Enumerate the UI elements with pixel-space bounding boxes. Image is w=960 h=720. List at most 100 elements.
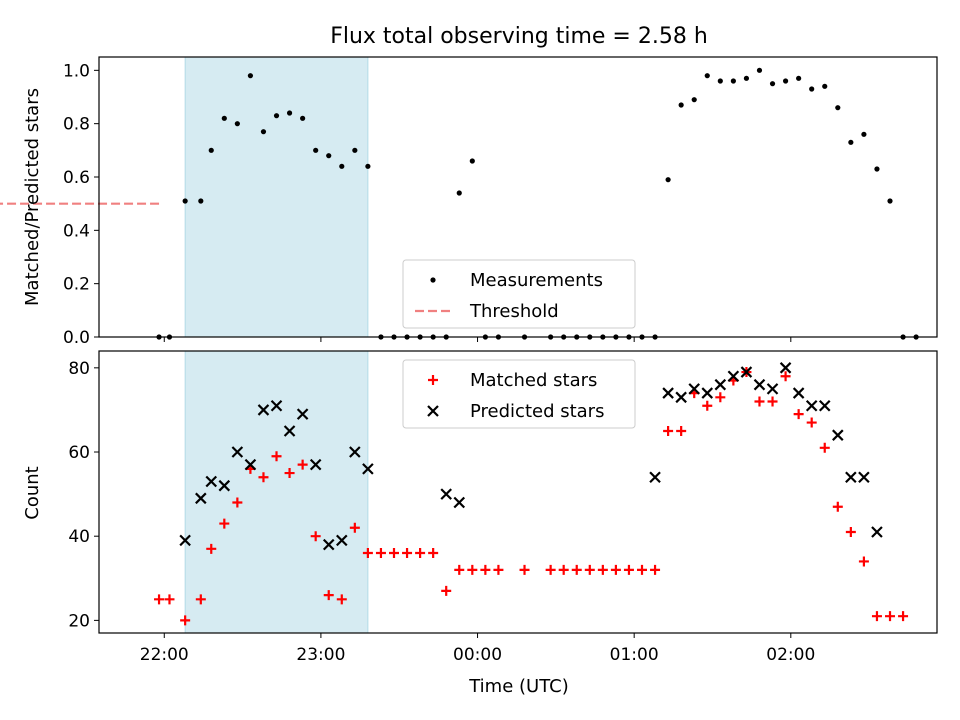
data-point-predicted bbox=[257, 404, 270, 416]
data-point-matched bbox=[297, 459, 308, 470]
data-point bbox=[286, 110, 293, 116]
data-point-predicted bbox=[701, 387, 714, 399]
data-point-matched bbox=[650, 564, 661, 575]
data-point bbox=[665, 177, 671, 183]
legend: Measurements Threshold bbox=[402, 259, 636, 329]
y-tick-label: 60 bbox=[68, 443, 90, 463]
data-point-predicted bbox=[792, 387, 805, 399]
data-point bbox=[822, 83, 828, 89]
legend: Matched stars Predicted stars bbox=[402, 359, 636, 429]
data-point bbox=[221, 115, 227, 121]
data-point-matched bbox=[164, 594, 175, 605]
data-point bbox=[326, 153, 332, 159]
data-point bbox=[717, 78, 723, 84]
shaded-interval bbox=[184, 56, 369, 338]
data-point bbox=[339, 163, 345, 169]
y-axis-label-top: Matched/Predicted stars bbox=[22, 88, 43, 306]
data-point-predicted bbox=[727, 370, 740, 383]
panel-counts: 20 40 60 80 22:00 23:00 00:00 01:00 02:00 Matched… bbox=[68, 350, 938, 665]
data-point-matched bbox=[571, 564, 582, 575]
data-point-matched bbox=[623, 564, 634, 575]
data-point-matched bbox=[871, 611, 882, 622]
data-point bbox=[835, 105, 841, 111]
data-point-matched bbox=[702, 400, 713, 411]
axes-frame bbox=[98, 350, 938, 634]
data-point-matched bbox=[388, 548, 399, 559]
data-point-matched bbox=[219, 518, 230, 529]
data-point-matched bbox=[180, 615, 191, 626]
data-point-matched bbox=[637, 564, 648, 575]
y-tick-label: 40 bbox=[68, 527, 90, 547]
chart-title: Flux total observing time = 2.58 h bbox=[330, 24, 708, 49]
data-point-matched bbox=[467, 564, 478, 575]
data-point-predicted bbox=[336, 534, 348, 547]
data-point-predicted bbox=[179, 534, 191, 547]
data-point bbox=[208, 147, 214, 153]
data-point bbox=[247, 73, 254, 79]
data-point-matched bbox=[754, 396, 765, 407]
data-point-predicted bbox=[805, 399, 818, 412]
data-point bbox=[861, 131, 867, 137]
x-tick-label: 00:00 bbox=[453, 645, 502, 665]
data-point-matched bbox=[441, 585, 452, 596]
data-point-predicted bbox=[845, 471, 857, 484]
legend-marker-measurements bbox=[430, 277, 436, 283]
data-point-matched bbox=[858, 556, 869, 567]
data-point-matched bbox=[232, 497, 243, 508]
y-tick-label: 0.2 bbox=[63, 275, 90, 295]
data-point-predicted bbox=[440, 488, 452, 500]
data-point-matched bbox=[845, 526, 856, 537]
data-point-predicted bbox=[244, 458, 257, 471]
data-point bbox=[887, 198, 893, 204]
data-point bbox=[704, 73, 710, 79]
data-point bbox=[182, 198, 188, 204]
data-point-predicted bbox=[362, 463, 374, 475]
data-point-predicted bbox=[662, 387, 674, 399]
data-point-predicted bbox=[779, 362, 792, 374]
y-tick-label: 0.8 bbox=[63, 115, 90, 135]
data-point-matched bbox=[663, 425, 674, 436]
data-point bbox=[469, 158, 475, 164]
data-point-predicted bbox=[649, 471, 661, 484]
data-point-predicted bbox=[322, 538, 335, 551]
data-point bbox=[756, 67, 763, 73]
data-point-predicted bbox=[871, 526, 883, 538]
data-point-predicted bbox=[832, 429, 844, 441]
y-tick-label: 0.6 bbox=[63, 168, 90, 188]
data-point bbox=[796, 75, 802, 81]
data-point-matched bbox=[428, 548, 439, 559]
data-point bbox=[743, 75, 750, 81]
data-point-predicted bbox=[818, 399, 831, 412]
data-point bbox=[782, 78, 789, 84]
data-point-matched bbox=[258, 472, 269, 483]
data-point-predicted bbox=[231, 446, 244, 458]
panel-ratio: 0.0 0.2 0.4 0.6 0.8 1.0 Measurements Threshold bbox=[0, 56, 938, 348]
x-tick-label: 23:00 bbox=[296, 645, 345, 665]
data-point-matched bbox=[310, 531, 321, 542]
data-point bbox=[456, 190, 462, 196]
data-point bbox=[300, 115, 306, 121]
data-point-predicted bbox=[283, 425, 296, 437]
data-point-matched bbox=[597, 564, 608, 575]
data-point-matched bbox=[349, 522, 360, 533]
data-point-predicted bbox=[688, 383, 700, 395]
data-point-predicted bbox=[753, 378, 766, 391]
data-point-matched bbox=[545, 564, 556, 575]
data-point-matched bbox=[362, 548, 373, 559]
legend-label: Predicted stars bbox=[470, 401, 604, 422]
data-point-predicted bbox=[766, 383, 779, 395]
data-point-matched bbox=[519, 564, 530, 575]
data-point-predicted bbox=[453, 496, 466, 509]
legend-box bbox=[402, 359, 636, 429]
data-point-matched bbox=[480, 564, 491, 575]
data-point-matched bbox=[454, 564, 465, 575]
data-point-matched bbox=[885, 611, 896, 622]
data-point-predicted bbox=[349, 446, 361, 458]
legend-label: Matched stars bbox=[470, 370, 597, 391]
data-point-predicted bbox=[218, 479, 231, 492]
data-point-predicted bbox=[205, 475, 218, 488]
shaded-interval bbox=[184, 350, 369, 634]
data-point bbox=[352, 147, 358, 153]
y-tick-label: 20 bbox=[68, 611, 90, 631]
axes-frame bbox=[98, 56, 938, 338]
